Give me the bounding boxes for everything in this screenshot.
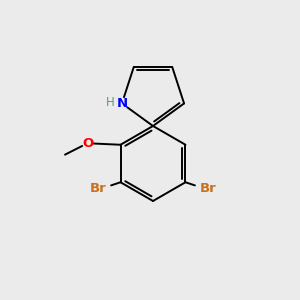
Text: H: H [106,96,115,109]
Text: Br: Br [200,182,217,196]
Text: Br: Br [89,182,106,196]
Text: O: O [82,137,93,150]
Text: N: N [116,97,128,110]
